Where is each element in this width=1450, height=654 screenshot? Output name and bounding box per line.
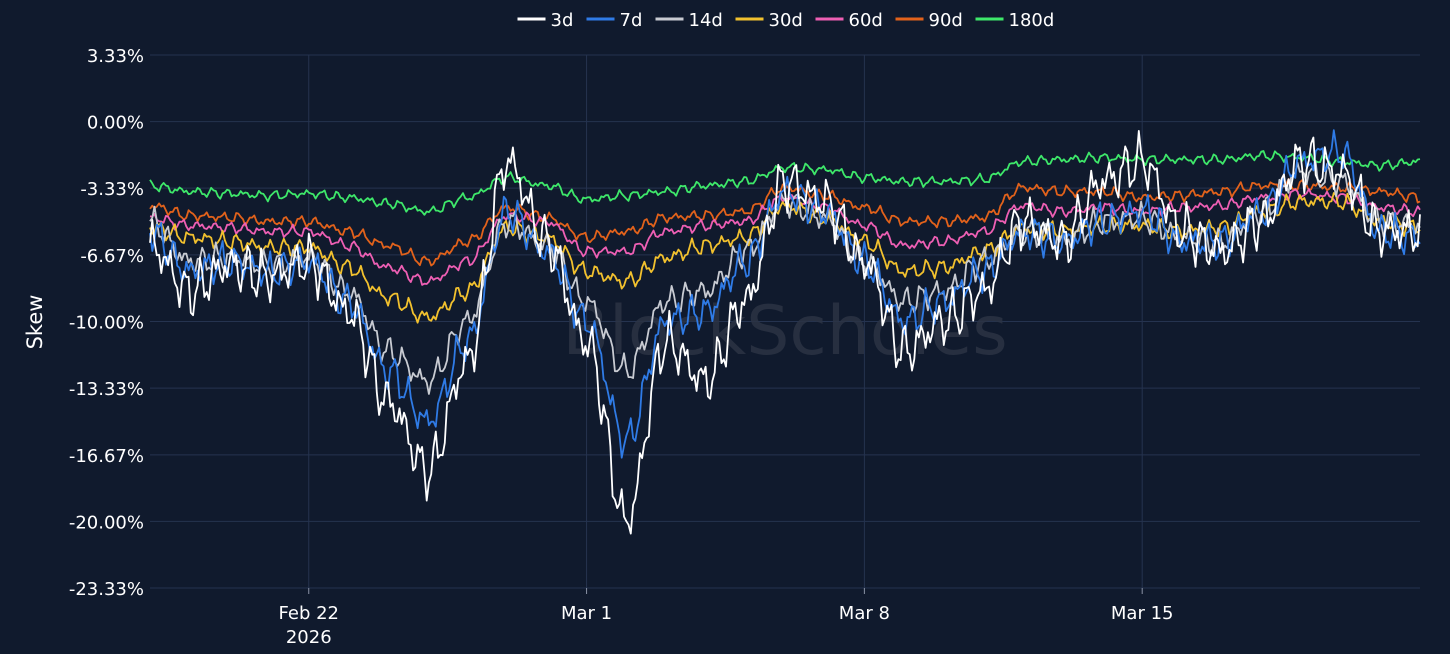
y-tick-label: -23.33%: [69, 579, 144, 600]
series-line-3d: [149, 129, 1421, 535]
legend-item-30d[interactable]: 30d: [735, 10, 803, 31]
y-tick-label: -10.00%: [69, 313, 144, 334]
y-tick-label: -20.00%: [69, 512, 144, 533]
legend-item-14d[interactable]: 14d: [655, 10, 723, 31]
y-tick-label: -16.67%: [69, 446, 144, 467]
legend-label: 90d: [929, 10, 963, 31]
x-tick-label: Feb 22: [279, 603, 340, 624]
watermark-text: BlockScholes: [562, 292, 1007, 371]
grid-layer: [150, 54, 1420, 589]
x-tick-label: Mar 15: [1111, 603, 1174, 624]
y-tick-label: 3.33%: [87, 46, 144, 67]
y-tick-label: 0.00%: [87, 113, 144, 134]
legend-item-3d[interactable]: 3d: [517, 10, 574, 31]
axis-layer: 3.33% 0.00% -3.33% -6.67% -10.00% -13.33% -16.…: [69, 46, 1174, 648]
y-tick-label: -3.33%: [80, 179, 144, 200]
legend-label: 180d: [1009, 10, 1055, 31]
legend-label: 14d: [689, 10, 723, 31]
y-axis-label: Skew: [23, 295, 47, 350]
legend[interactable]: 3d 7d 14d 30d 60d 90d 180d: [517, 10, 1055, 31]
legend-item-7d[interactable]: 7d: [586, 10, 643, 31]
legend-item-180d[interactable]: 180d: [975, 10, 1055, 31]
legend-item-90d[interactable]: 90d: [895, 10, 963, 31]
x-tick-label: Mar 8: [839, 603, 890, 624]
series-line-30d: [149, 192, 1421, 324]
series-line-90d: [149, 178, 1421, 267]
legend-item-60d[interactable]: 60d: [815, 10, 883, 31]
legend-label: 7d: [620, 10, 643, 31]
legend-label: 60d: [849, 10, 883, 31]
series-line-180d: [149, 150, 1421, 216]
series-layer: [149, 129, 1421, 535]
legend-label: 3d: [551, 10, 574, 31]
legend-label: 30d: [769, 10, 803, 31]
x-tick-sublabel: 2026: [286, 627, 332, 648]
y-tick-label: -13.33%: [69, 379, 144, 400]
x-tick-label: Mar 1: [561, 603, 612, 624]
y-tick-label: -6.67%: [80, 246, 144, 267]
